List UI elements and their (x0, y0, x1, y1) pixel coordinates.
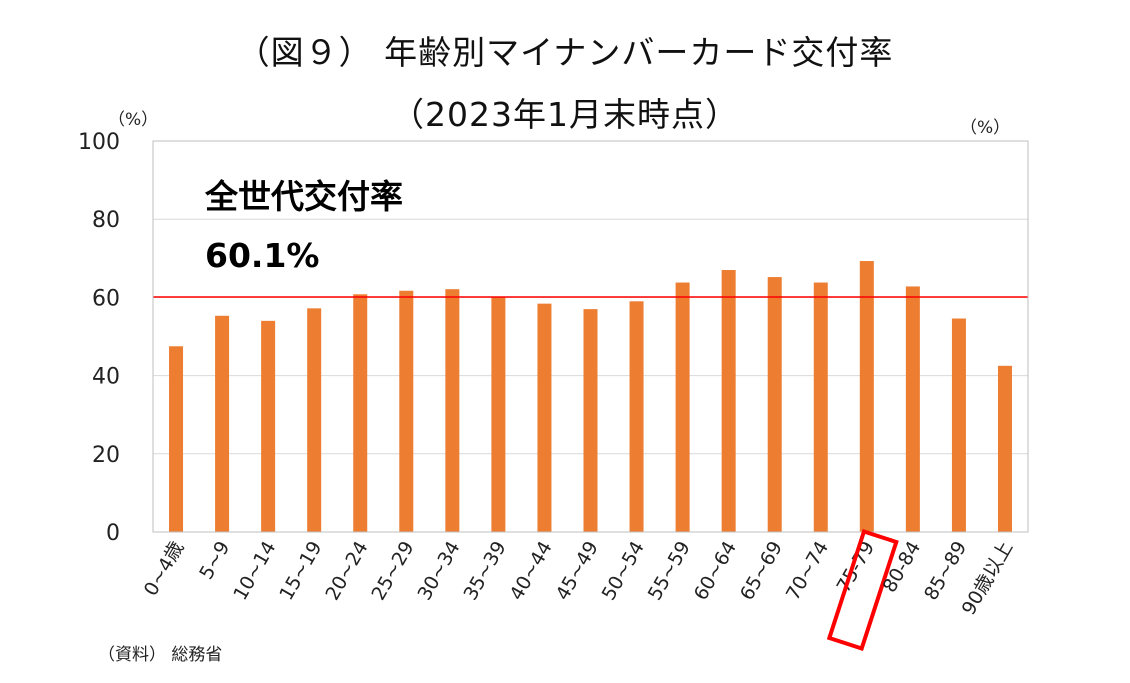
bar (951, 318, 966, 532)
y-axis-unit-right: （%） (960, 118, 1011, 138)
bar (169, 346, 184, 532)
bar (997, 365, 1012, 532)
y-tick-label: 20 (92, 443, 120, 468)
x-tick-label: 10~14 (229, 538, 280, 605)
x-tick-label: 45~49 (552, 538, 603, 605)
x-tick-label: 50~54 (598, 538, 649, 605)
x-tick-label: 35~39 (460, 538, 511, 605)
x-tick-label: 55~59 (644, 538, 695, 605)
y-tick-label: 0 (106, 521, 120, 546)
bar (307, 308, 322, 532)
bar (629, 301, 644, 532)
x-tick-label: 80-84 (879, 538, 926, 597)
y-tick-label: 80 (92, 208, 120, 233)
y-tick-label: 40 (92, 365, 120, 390)
x-tick-label: 20~24 (321, 538, 372, 605)
x-tick-label: 30~34 (413, 538, 464, 605)
bar (399, 290, 414, 532)
chart-title: （図９） 年齢別マイナンバーカード交付率 (236, 33, 894, 72)
y-tick-label: 100 (78, 130, 120, 155)
bar (491, 297, 506, 532)
y-tick-label: 60 (92, 286, 120, 311)
bars (169, 261, 1012, 532)
x-tick-label: 0~4歳 (140, 538, 189, 600)
bar (813, 282, 828, 532)
bar (537, 303, 552, 532)
x-tick-label: 15~19 (275, 538, 326, 605)
x-tick-label: 25~29 (367, 538, 418, 605)
x-tick-label: 75-79 (832, 538, 879, 597)
bar (767, 277, 782, 532)
bar (445, 289, 460, 532)
x-tick-label: 70~74 (782, 538, 833, 605)
axes (152, 140, 1029, 533)
chart-subtitle: （2023年1月末時点） (391, 95, 739, 134)
bar (721, 270, 736, 532)
x-tick-label: 5~9 (195, 538, 234, 584)
bar (675, 282, 690, 532)
x-tick-label: 85~89 (920, 538, 971, 605)
bar (215, 315, 230, 532)
overall-rate-label: 全世代交付率 (205, 177, 403, 216)
highlight-box (826, 528, 899, 652)
bar (583, 309, 598, 532)
x-tick-label: 40~44 (506, 538, 557, 605)
x-tick-label: 65~69 (736, 538, 787, 605)
bar (905, 286, 920, 532)
y-axis-unit-left: （%） (108, 110, 159, 130)
plot-area-border (152, 140, 1029, 533)
source-note: （資料） 総務省 (98, 645, 223, 665)
overall-rate-value: 60.1% (205, 236, 320, 275)
bar (353, 294, 368, 532)
x-tick-label: 60~64 (690, 538, 741, 605)
bar (261, 320, 276, 532)
bar (859, 261, 874, 532)
